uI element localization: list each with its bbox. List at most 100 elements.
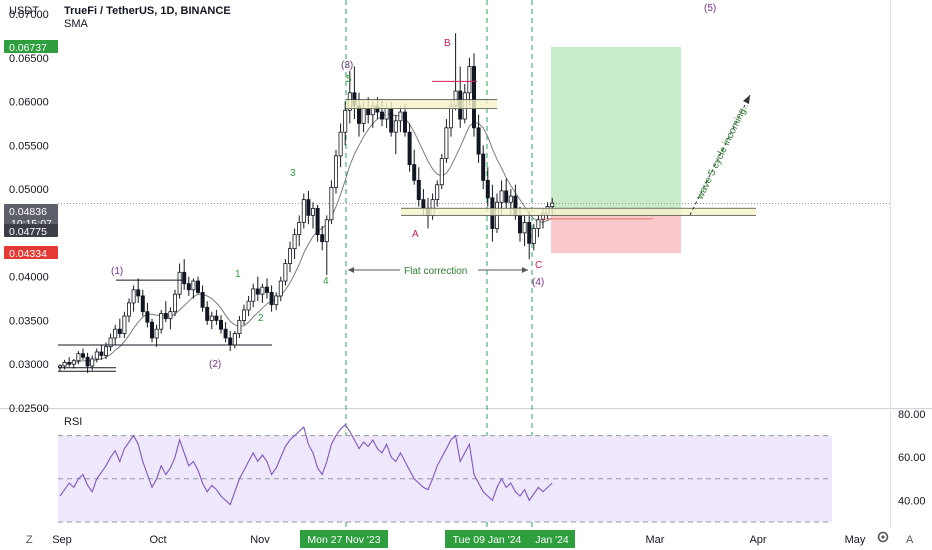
candle[interactable] — [522, 215, 527, 247]
candle[interactable] — [310, 202, 315, 229]
candle[interactable] — [485, 167, 490, 207]
candle[interactable] — [324, 215, 329, 275]
candle[interactable] — [536, 215, 541, 238]
candle[interactable] — [237, 316, 242, 338]
stop-price-badge[interactable]: 0.04334 — [4, 246, 58, 260]
candle[interactable] — [407, 123, 412, 172]
candle[interactable] — [172, 289, 177, 317]
auto-scale-icon[interactable]: A — [906, 534, 914, 546]
candle[interactable] — [260, 283, 265, 303]
candle[interactable] — [145, 302, 150, 328]
candle[interactable] — [127, 298, 132, 323]
candle[interactable] — [159, 309, 164, 334]
candle[interactable] — [228, 330, 233, 352]
stop-loss-zone[interactable] — [551, 214, 681, 253]
candle[interactable] — [168, 307, 173, 330]
candle[interactable] — [444, 119, 449, 163]
candle[interactable] — [81, 348, 86, 360]
candle[interactable] — [67, 357, 72, 367]
candle[interactable] — [241, 304, 246, 325]
symbol-title[interactable]: TrueFi / TetherUS, 1D, BINANCE — [64, 5, 231, 17]
candle[interactable] — [163, 301, 168, 323]
candle[interactable] — [453, 33, 458, 111]
candle[interactable] — [333, 149, 338, 194]
candle[interactable] — [338, 123, 343, 168]
candle[interactable] — [218, 315, 223, 334]
candle[interactable] — [439, 154, 444, 190]
rsi-indicator-label[interactable]: RSI — [64, 416, 83, 428]
candle[interactable] — [458, 66, 463, 128]
date-badge[interactable]: Tue 09 Jan '24 — [445, 530, 529, 548]
date-badge[interactable]: Mon 27 Nov '23 — [300, 530, 388, 548]
candle[interactable] — [154, 324, 159, 347]
wave-label-2-major: (2) — [209, 359, 221, 370]
candle[interactable] — [398, 105, 403, 133]
candle[interactable] — [504, 178, 509, 209]
candle[interactable] — [531, 224, 536, 251]
candle[interactable] — [209, 311, 214, 330]
candle[interactable] — [76, 351, 81, 365]
date-badge[interactable]: Jan '24 — [529, 530, 575, 548]
candle[interactable] — [301, 193, 306, 229]
currency-label: USDT — [9, 5, 39, 17]
candle[interactable] — [205, 301, 210, 325]
candle[interactable] — [214, 309, 219, 325]
candle[interactable] — [246, 295, 251, 317]
candle[interactable] — [393, 114, 398, 155]
candle[interactable] — [274, 292, 279, 310]
candle[interactable] — [149, 318, 154, 343]
candle[interactable] — [320, 225, 325, 251]
candle[interactable] — [195, 276, 200, 295]
mid-price-badge[interactable]: 0.04775 — [4, 224, 58, 238]
candle[interactable] — [223, 322, 228, 343]
candle[interactable] — [186, 276, 191, 296]
candle[interactable] — [99, 344, 104, 360]
candle[interactable] — [94, 348, 99, 363]
candle[interactable] — [182, 259, 187, 290]
candle[interactable] — [283, 259, 288, 286]
candle[interactable] — [232, 330, 237, 349]
candle[interactable] — [108, 333, 113, 352]
candle[interactable] — [113, 324, 118, 345]
candle[interactable] — [251, 283, 256, 308]
candle[interactable] — [527, 211, 532, 260]
candle[interactable] — [122, 311, 127, 338]
candle[interactable] — [435, 180, 440, 207]
candle[interactable] — [471, 53, 476, 137]
take-profit-zone[interactable] — [551, 47, 681, 214]
candle[interactable] — [352, 66, 357, 120]
candle[interactable] — [412, 149, 417, 185]
candle[interactable] — [131, 285, 136, 312]
candle-body — [301, 199, 306, 223]
candle[interactable] — [269, 285, 274, 312]
wave-label-5-minor: 5 — [346, 74, 352, 85]
candle[interactable] — [200, 285, 205, 312]
candle[interactable] — [416, 167, 421, 207]
candle[interactable] — [481, 145, 486, 190]
candle[interactable] — [255, 276, 260, 302]
candle[interactable] — [292, 228, 297, 260]
candle[interactable] — [264, 278, 269, 299]
sma-indicator-label[interactable]: SMA — [64, 18, 88, 30]
candle[interactable] — [136, 278, 141, 303]
candle[interactable] — [191, 278, 196, 299]
gear-icon[interactable] — [876, 530, 890, 544]
candle[interactable] — [306, 190, 311, 225]
candle[interactable] — [476, 114, 481, 163]
candle[interactable] — [117, 318, 122, 338]
timezone-icon[interactable]: Z — [26, 534, 33, 546]
candle-body — [127, 302, 132, 317]
candle[interactable] — [85, 352, 90, 373]
candle[interactable] — [329, 180, 334, 225]
candle[interactable] — [140, 289, 145, 317]
candle[interactable] — [71, 358, 76, 369]
candle[interactable] — [297, 215, 302, 247]
time-tick-label: Nov — [250, 534, 270, 546]
candle[interactable] — [343, 101, 348, 146]
candle[interactable] — [177, 263, 182, 299]
top-price-badge[interactable]: 0.06737 — [4, 40, 58, 54]
candle[interactable] — [315, 204, 320, 242]
candle[interactable] — [287, 241, 292, 273]
candle[interactable] — [278, 276, 283, 302]
